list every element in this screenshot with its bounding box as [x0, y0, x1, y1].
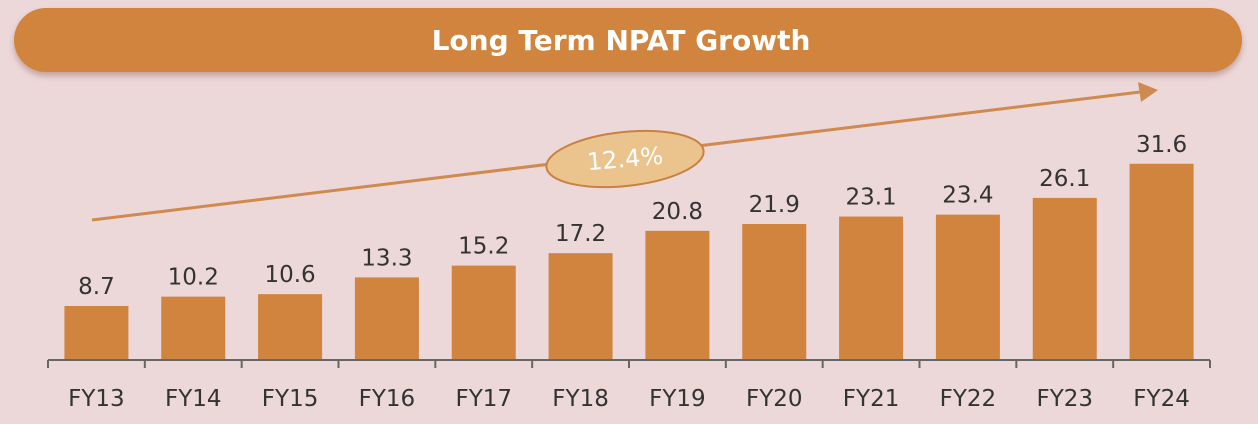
data-label: 17.2	[555, 221, 606, 247]
data-label: 15.2	[458, 234, 509, 260]
x-tick-label: FY22	[940, 386, 997, 412]
data-label: 13.3	[361, 245, 412, 271]
x-tick-label: FY24	[1133, 386, 1190, 412]
bar-fy22	[935, 214, 1000, 360]
bar-fy15	[258, 294, 323, 360]
bar-fy24	[1129, 163, 1194, 360]
cagr-ellipse	[545, 129, 705, 189]
data-label: 26.1	[1039, 166, 1090, 192]
x-tick-label: FY19	[649, 386, 706, 412]
x-tick-label: FY15	[262, 386, 319, 412]
bar-fy13	[64, 305, 129, 360]
data-label: 31.6	[1136, 132, 1187, 158]
trend-arrow-head	[1138, 82, 1158, 102]
data-label: 20.8	[652, 199, 703, 225]
x-tick-label: FY20	[746, 386, 803, 412]
bar-fy21	[839, 216, 904, 360]
x-tick-label: FY21	[843, 386, 900, 412]
chart-title: Long Term NPAT Growth	[431, 23, 811, 57]
x-tick-label: FY14	[165, 386, 222, 412]
data-label: 8.7	[78, 274, 115, 300]
data-label: 23.1	[845, 185, 896, 211]
bar-fy16	[354, 277, 419, 360]
bar-fy23	[1032, 197, 1097, 360]
data-label: 23.4	[942, 183, 993, 209]
bar-fy18	[548, 253, 613, 360]
x-tick-label: FY13	[68, 386, 125, 412]
bar-fy20	[742, 224, 807, 360]
x-tick-label: FY23	[1036, 386, 1093, 412]
bar-fy19	[645, 230, 710, 360]
title-banner: Long Term NPAT Growth	[14, 8, 1242, 72]
x-tick-label: FY18	[552, 386, 609, 412]
data-label: 10.6	[264, 262, 315, 288]
x-tick-label: FY17	[455, 386, 512, 412]
bar-fy17	[451, 265, 516, 360]
x-tick-label: FY16	[359, 386, 416, 412]
data-label: 10.2	[168, 265, 219, 291]
data-label: 21.9	[749, 192, 800, 218]
bar-fy14	[161, 296, 226, 360]
